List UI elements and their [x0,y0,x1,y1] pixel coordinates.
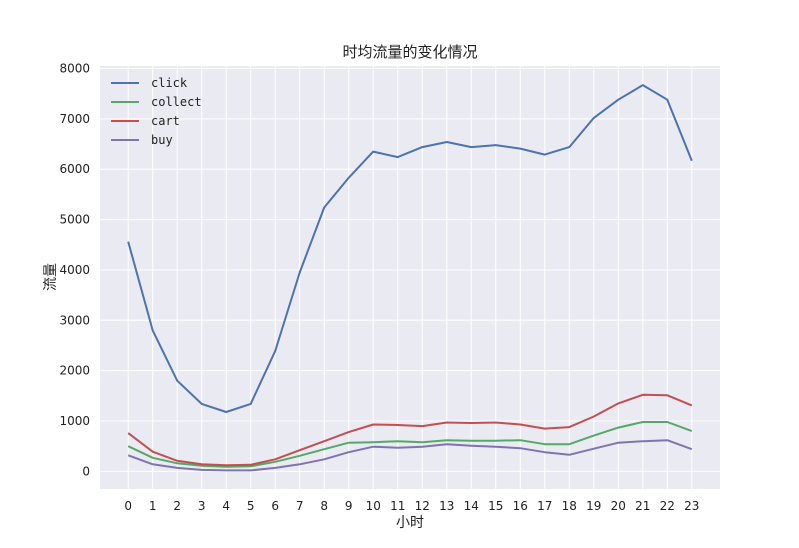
y-tick-label: 7000 [59,112,90,126]
x-tick-label: 7 [296,499,304,513]
y-tick-label: 3000 [59,313,90,327]
x-axis-label: 小时 [396,515,424,531]
chart-title: 时均流量的变化情况 [342,43,477,61]
legend-label-click: click [151,76,188,90]
y-axis-label: 流量 [43,263,59,291]
x-tick-label: 15 [488,499,503,513]
y-tick-label: 4000 [59,263,90,277]
y-tick-label: 6000 [59,162,90,176]
legend-label-cart: cart [151,114,180,128]
y-axis-ticks: 0 1000 2000 3000 4000 5000 6000 7000 8000 [59,62,90,479]
x-tick-label: 0 [124,499,132,513]
x-tick-label: 17 [537,499,552,513]
series-line-collect [127,421,693,468]
y-tick-label: 2000 [59,364,90,378]
legend: click collect cart buy [111,76,202,147]
y-tick-label: 5000 [59,213,90,227]
y-tick-label: 1000 [59,414,90,428]
x-tick-label: 6 [271,499,279,513]
series-layer [127,84,693,472]
legend-label-collect: collect [151,95,202,109]
x-tick-label: 20 [611,499,626,513]
x-tick-label: 5 [247,499,255,513]
x-tick-label: 19 [586,499,601,513]
series-line-buy [127,439,693,472]
grid-lines [100,66,720,489]
y-tick-label: 0 [82,464,90,478]
x-tick-label: 18 [562,499,577,513]
x-tick-label: 23 [684,499,699,513]
x-axis-ticks: 0 1 2 3 4 5 6 7 8 9 10 11 12 13 14 15 16 17 18 19 20 21 22 23 [124,499,699,513]
x-tick-label: 13 [439,499,454,513]
x-tick-label: 1 [149,499,157,513]
x-tick-label: 10 [366,499,381,513]
legend-label-buy: buy [151,133,173,147]
x-tick-label: 9 [345,499,353,513]
y-tick-label: 8000 [59,62,90,76]
series-line-click [127,84,693,413]
x-tick-label: 4 [222,499,230,513]
series-line-cart [127,393,693,467]
x-tick-label: 14 [464,499,479,513]
x-tick-label: 8 [320,499,328,513]
x-tick-label: 16 [513,499,528,513]
x-tick-label: 22 [660,499,675,513]
x-tick-label: 21 [635,499,650,513]
x-tick-label: 2 [173,499,181,513]
x-tick-label: 3 [198,499,206,513]
x-tick-label: 11 [390,499,405,513]
plot-background [100,66,720,489]
x-tick-label: 12 [415,499,430,513]
